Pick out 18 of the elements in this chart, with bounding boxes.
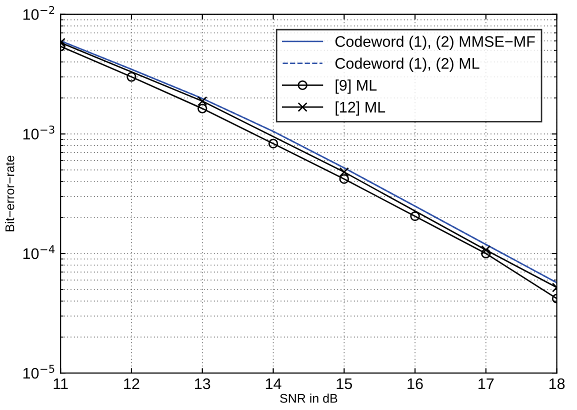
x-axis-title: SNR in dB	[280, 394, 338, 403]
x-tick-label: 12	[124, 378, 140, 390]
legend-label: Codeword (1), (2) MMSE−MF	[335, 36, 535, 50]
y-tick-label: 10$^{−3}$	[23, 126, 54, 140]
x-tick-label: 15	[336, 378, 352, 390]
y-tick-label: 10$^{−2}$	[23, 6, 54, 20]
x-tick-label: 11	[54, 378, 68, 390]
y-tick-label: 10$^{−5}$	[23, 364, 54, 379]
y-tick-label: 10$^{−4}$	[23, 245, 55, 260]
y-axis-title: Bit−error−rate	[5, 156, 14, 232]
legend-label: [12] ML	[336, 101, 386, 116]
x-tick-label: 13	[195, 378, 210, 390]
legend-label: [9] ML	[336, 80, 377, 94]
legend-label: Codeword (1), (2) ML	[335, 58, 480, 72]
x-tick-label: 18	[549, 378, 565, 390]
x-tick-label: 16	[408, 378, 423, 390]
x-tick-label: 14	[266, 378, 282, 390]
x-tick-label: 17	[478, 378, 494, 390]
